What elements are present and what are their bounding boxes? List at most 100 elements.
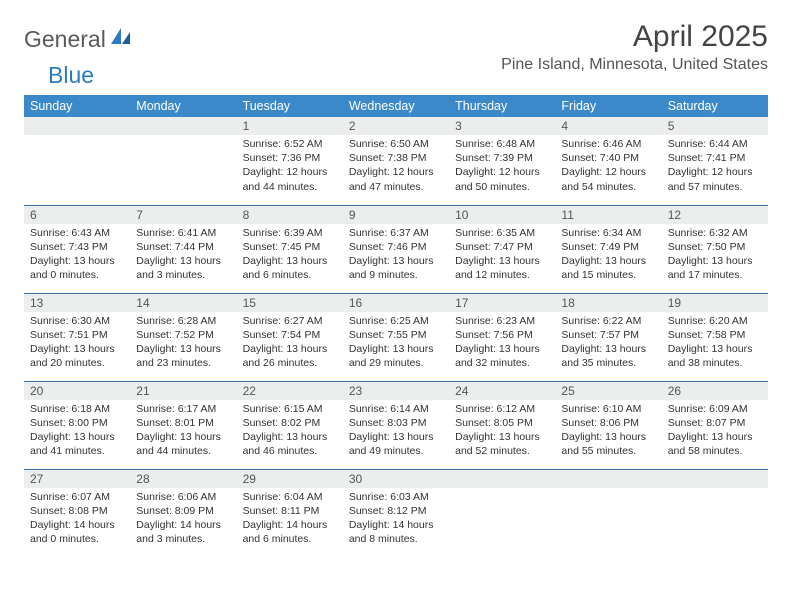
calendar-cell: 14Sunrise: 6:28 AMSunset: 7:52 PMDayligh… xyxy=(130,293,236,381)
calendar-cell: 18Sunrise: 6:22 AMSunset: 7:57 PMDayligh… xyxy=(555,293,661,381)
title-block: April 2025 Pine Island, Minnesota, Unite… xyxy=(501,20,768,74)
calendar-head: SundayMondayTuesdayWednesdayThursdayFrid… xyxy=(24,95,768,117)
daylight-text: Daylight: 13 hours and 12 minutes. xyxy=(455,254,549,282)
day-number: 12 xyxy=(662,206,768,224)
day-details: Sunrise: 6:34 AMSunset: 7:49 PMDaylight:… xyxy=(555,224,661,287)
day-number: 7 xyxy=(130,206,236,224)
sunrise-text: Sunrise: 6:34 AM xyxy=(561,226,655,240)
daylight-text: Daylight: 14 hours and 3 minutes. xyxy=(136,518,230,546)
day-details: Sunrise: 6:39 AMSunset: 7:45 PMDaylight:… xyxy=(237,224,343,287)
day-details: Sunrise: 6:41 AMSunset: 7:44 PMDaylight:… xyxy=(130,224,236,287)
day-details: Sunrise: 6:22 AMSunset: 7:57 PMDaylight:… xyxy=(555,312,661,375)
calendar-cell: 4Sunrise: 6:46 AMSunset: 7:40 PMDaylight… xyxy=(555,117,661,205)
day-details: Sunrise: 6:25 AMSunset: 7:55 PMDaylight:… xyxy=(343,312,449,375)
calendar-cell: 24Sunrise: 6:12 AMSunset: 8:05 PMDayligh… xyxy=(449,381,555,469)
day-details: Sunrise: 6:46 AMSunset: 7:40 PMDaylight:… xyxy=(555,135,661,198)
daylight-text: Daylight: 13 hours and 3 minutes. xyxy=(136,254,230,282)
sunrise-text: Sunrise: 6:28 AM xyxy=(136,314,230,328)
day-number xyxy=(555,470,661,488)
calendar-table: SundayMondayTuesdayWednesdayThursdayFrid… xyxy=(24,95,768,557)
day-number: 15 xyxy=(237,294,343,312)
day-number: 24 xyxy=(449,382,555,400)
sunrise-text: Sunrise: 6:17 AM xyxy=(136,402,230,416)
day-number: 23 xyxy=(343,382,449,400)
daylight-text: Daylight: 14 hours and 0 minutes. xyxy=(30,518,124,546)
day-details: Sunrise: 6:04 AMSunset: 8:11 PMDaylight:… xyxy=(237,488,343,551)
sunrise-text: Sunrise: 6:35 AM xyxy=(455,226,549,240)
daylight-text: Daylight: 13 hours and 9 minutes. xyxy=(349,254,443,282)
sunset-text: Sunset: 7:43 PM xyxy=(30,240,124,254)
sunrise-text: Sunrise: 6:25 AM xyxy=(349,314,443,328)
sunrise-text: Sunrise: 6:18 AM xyxy=(30,402,124,416)
daylight-text: Daylight: 12 hours and 47 minutes. xyxy=(349,165,443,193)
day-details: Sunrise: 6:10 AMSunset: 8:06 PMDaylight:… xyxy=(555,400,661,463)
daylight-text: Daylight: 13 hours and 49 minutes. xyxy=(349,430,443,458)
daylight-text: Daylight: 13 hours and 17 minutes. xyxy=(668,254,762,282)
calendar-cell: 10Sunrise: 6:35 AMSunset: 7:47 PMDayligh… xyxy=(449,205,555,293)
sunrise-text: Sunrise: 6:09 AM xyxy=(668,402,762,416)
sunset-text: Sunset: 7:52 PM xyxy=(136,328,230,342)
sunset-text: Sunset: 8:07 PM xyxy=(668,416,762,430)
day-details: Sunrise: 6:15 AMSunset: 8:02 PMDaylight:… xyxy=(237,400,343,463)
daylight-text: Daylight: 13 hours and 58 minutes. xyxy=(668,430,762,458)
sunrise-text: Sunrise: 6:30 AM xyxy=(30,314,124,328)
logo: General xyxy=(24,26,134,53)
day-details: Sunrise: 6:14 AMSunset: 8:03 PMDaylight:… xyxy=(343,400,449,463)
calendar-cell: 12Sunrise: 6:32 AMSunset: 7:50 PMDayligh… xyxy=(662,205,768,293)
sunrise-text: Sunrise: 6:07 AM xyxy=(30,490,124,504)
day-number: 10 xyxy=(449,206,555,224)
calendar-cell: 22Sunrise: 6:15 AMSunset: 8:02 PMDayligh… xyxy=(237,381,343,469)
day-details: Sunrise: 6:12 AMSunset: 8:05 PMDaylight:… xyxy=(449,400,555,463)
sunrise-text: Sunrise: 6:27 AM xyxy=(243,314,337,328)
day-number: 2 xyxy=(343,117,449,135)
calendar-cell: 1Sunrise: 6:52 AMSunset: 7:36 PMDaylight… xyxy=(237,117,343,205)
sunset-text: Sunset: 8:08 PM xyxy=(30,504,124,518)
calendar-cell: 25Sunrise: 6:10 AMSunset: 8:06 PMDayligh… xyxy=(555,381,661,469)
sunset-text: Sunset: 7:39 PM xyxy=(455,151,549,165)
day-details: Sunrise: 6:28 AMSunset: 7:52 PMDaylight:… xyxy=(130,312,236,375)
sunset-text: Sunset: 8:09 PM xyxy=(136,504,230,518)
day-number: 21 xyxy=(130,382,236,400)
day-details: Sunrise: 6:03 AMSunset: 8:12 PMDaylight:… xyxy=(343,488,449,551)
day-number: 22 xyxy=(237,382,343,400)
sunrise-text: Sunrise: 6:39 AM xyxy=(243,226,337,240)
sunset-text: Sunset: 7:40 PM xyxy=(561,151,655,165)
day-number: 20 xyxy=(24,382,130,400)
sunrise-text: Sunrise: 6:52 AM xyxy=(243,137,337,151)
calendar-cell: 7Sunrise: 6:41 AMSunset: 7:44 PMDaylight… xyxy=(130,205,236,293)
sunset-text: Sunset: 7:56 PM xyxy=(455,328,549,342)
day-details: Sunrise: 6:37 AMSunset: 7:46 PMDaylight:… xyxy=(343,224,449,287)
sunset-text: Sunset: 7:38 PM xyxy=(349,151,443,165)
sunset-text: Sunset: 8:03 PM xyxy=(349,416,443,430)
calendar-cell: 15Sunrise: 6:27 AMSunset: 7:54 PMDayligh… xyxy=(237,293,343,381)
month-title: April 2025 xyxy=(501,20,768,54)
sunset-text: Sunset: 7:47 PM xyxy=(455,240,549,254)
day-details: Sunrise: 6:18 AMSunset: 8:00 PMDaylight:… xyxy=(24,400,130,463)
sunrise-text: Sunrise: 6:14 AM xyxy=(349,402,443,416)
calendar-cell: 26Sunrise: 6:09 AMSunset: 8:07 PMDayligh… xyxy=(662,381,768,469)
day-details: Sunrise: 6:35 AMSunset: 7:47 PMDaylight:… xyxy=(449,224,555,287)
logo-text-blue: Blue xyxy=(48,62,94,89)
sunset-text: Sunset: 8:12 PM xyxy=(349,504,443,518)
daylight-text: Daylight: 13 hours and 20 minutes. xyxy=(30,342,124,370)
calendar-cell xyxy=(662,469,768,557)
sunset-text: Sunset: 7:45 PM xyxy=(243,240,337,254)
calendar-cell: 19Sunrise: 6:20 AMSunset: 7:58 PMDayligh… xyxy=(662,293,768,381)
day-header: Thursday xyxy=(449,95,555,117)
daylight-text: Daylight: 13 hours and 38 minutes. xyxy=(668,342,762,370)
sunrise-text: Sunrise: 6:03 AM xyxy=(349,490,443,504)
day-details: Sunrise: 6:50 AMSunset: 7:38 PMDaylight:… xyxy=(343,135,449,198)
sunset-text: Sunset: 7:58 PM xyxy=(668,328,762,342)
day-details: Sunrise: 6:20 AMSunset: 7:58 PMDaylight:… xyxy=(662,312,768,375)
day-details: Sunrise: 6:43 AMSunset: 7:43 PMDaylight:… xyxy=(24,224,130,287)
day-number: 8 xyxy=(237,206,343,224)
calendar-cell: 9Sunrise: 6:37 AMSunset: 7:46 PMDaylight… xyxy=(343,205,449,293)
day-number xyxy=(24,117,130,135)
location-text: Pine Island, Minnesota, United States xyxy=(501,56,768,74)
sunrise-text: Sunrise: 6:10 AM xyxy=(561,402,655,416)
sunset-text: Sunset: 7:54 PM xyxy=(243,328,337,342)
day-number: 30 xyxy=(343,470,449,488)
daylight-text: Daylight: 13 hours and 15 minutes. xyxy=(561,254,655,282)
day-number: 29 xyxy=(237,470,343,488)
daylight-text: Daylight: 13 hours and 44 minutes. xyxy=(136,430,230,458)
